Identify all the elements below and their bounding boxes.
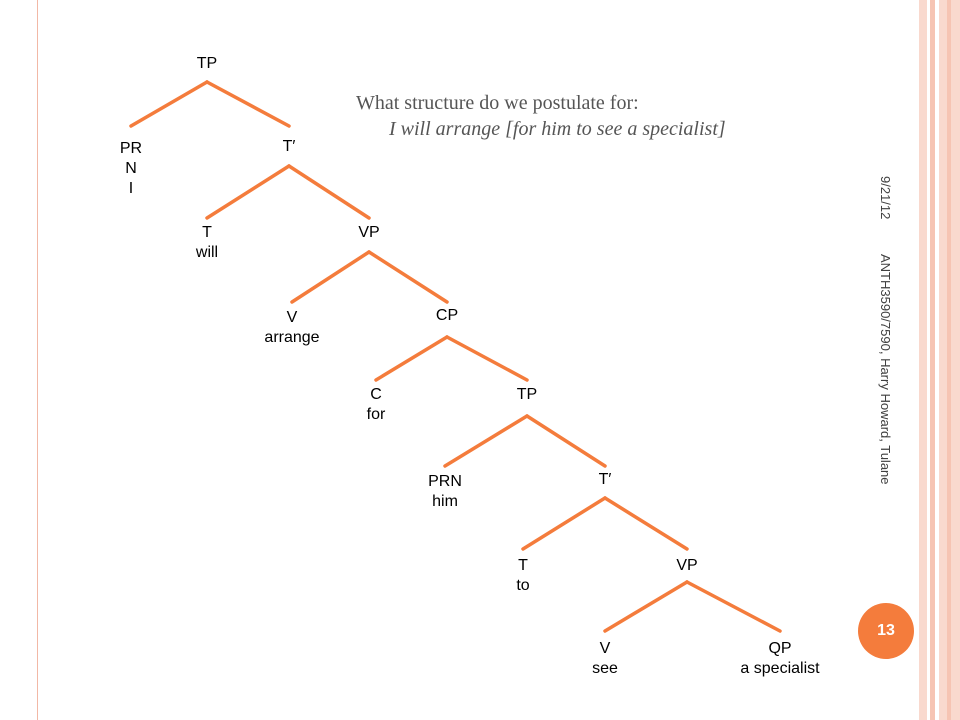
- tree-node-vp2: VP: [676, 556, 697, 576]
- node-word: to: [516, 577, 530, 594]
- tree-node-prn1: PR N I: [120, 139, 142, 199]
- tree-node-tbar1: T′: [283, 137, 296, 157]
- branch-vp2-qp1: [685, 580, 782, 633]
- slide-date: 9/21/12: [878, 176, 893, 220]
- tree-node-vp1: VP: [358, 223, 379, 243]
- node-category: TP: [516, 386, 538, 403]
- branch-tbar1-vp1: [287, 164, 371, 220]
- branch-tp2-tbar2: [525, 414, 607, 468]
- branch-vp1-cp1: [367, 250, 449, 304]
- node-category: V: [599, 640, 611, 657]
- branch-tp2-prn2: [443, 414, 529, 468]
- page-number-badge: 13: [858, 603, 914, 659]
- branch-tp1-prn1: [129, 80, 209, 128]
- tree-node-tbar2: T′: [599, 470, 612, 490]
- node-word: arrange: [264, 329, 320, 346]
- node-category: T: [518, 557, 528, 574]
- tree-node-qp1: QP a specialist: [740, 639, 819, 679]
- node-category: T: [202, 224, 212, 241]
- tree-node-cp1: CP: [436, 306, 458, 326]
- title-line-2: I will arrange [for him to see a special…: [389, 118, 726, 140]
- branch-cp1-c1: [374, 335, 449, 382]
- node-category: TP: [196, 55, 218, 72]
- node-word: N: [125, 160, 137, 177]
- branch-vp1-v1: [290, 250, 371, 304]
- tree-node-prn2: PRN him: [428, 472, 462, 512]
- branch-vp2-v2: [603, 580, 689, 633]
- border-bar-3: [947, 0, 951, 720]
- node-word: him: [432, 493, 458, 510]
- node-category: PR: [119, 140, 143, 157]
- node-category: T′: [598, 471, 612, 488]
- node-word: for: [366, 406, 386, 423]
- node-category: PRN: [428, 473, 462, 490]
- branch-tbar2-t2: [521, 496, 607, 551]
- branch-tp1-tbar1: [205, 80, 291, 128]
- node-word: I: [128, 180, 134, 197]
- title-line-1: What structure do we postulate for:: [356, 92, 639, 114]
- node-word: a specialist: [740, 660, 820, 677]
- node-word: see: [592, 660, 618, 677]
- border-bar-1: [930, 0, 935, 720]
- course-info: ANTH3590/7590, Harry Howard, Tulane: [878, 254, 893, 485]
- node-category: CP: [435, 307, 459, 324]
- node-category: VP: [676, 557, 698, 574]
- tree-node-tp2: TP: [517, 385, 537, 405]
- branch-tbar1-t1: [205, 164, 291, 220]
- node-category: VP: [358, 224, 380, 241]
- node-category: QP: [768, 640, 792, 657]
- tree-node-tp1: TP: [197, 54, 217, 74]
- branch-cp1-tp2: [445, 335, 529, 382]
- border-bar-0: [919, 0, 927, 720]
- slide-title: What structure do we postulate for: I wi…: [356, 90, 726, 142]
- node-category: C: [370, 386, 382, 403]
- node-word: will: [195, 244, 219, 261]
- node-category: T′: [282, 138, 296, 155]
- node-category: V: [286, 309, 298, 326]
- left-border: [0, 0, 40, 720]
- branch-tbar2-vp2: [603, 496, 689, 551]
